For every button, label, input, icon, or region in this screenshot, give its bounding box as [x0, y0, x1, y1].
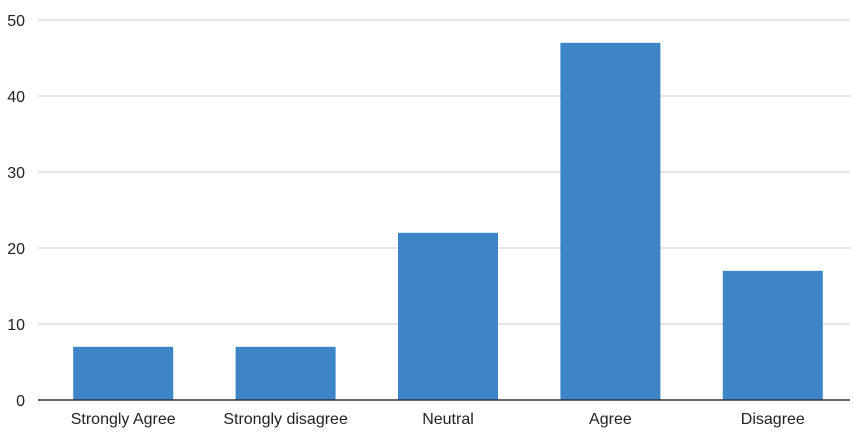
bar-strongly-disagree: [235, 346, 336, 400]
y-tick-label: 10: [7, 317, 25, 334]
bars: [73, 42, 823, 401]
x-tick-label: Agree: [589, 411, 632, 428]
bar-strongly-agree: [73, 346, 174, 400]
bar-neutral: [398, 232, 498, 400]
gridlines: [38, 19, 850, 325]
x-tick-label: Neutral: [422, 411, 474, 428]
y-tick-label: 40: [7, 89, 25, 106]
x-tick-label: Strongly disagree: [223, 411, 348, 428]
y-tick-label: 0: [16, 393, 25, 410]
y-tick-label: 30: [7, 165, 25, 182]
y-tick-label: 20: [7, 241, 25, 258]
x-tick-label: Strongly Agree: [71, 411, 176, 428]
bar-agree: [560, 42, 661, 401]
x-tick-labels: Strongly Agree Strongly disagree Neutral Ag…: [71, 411, 805, 428]
y-tick-labels: 0 10 20 30 40 50: [7, 13, 25, 410]
y-tick-label: 50: [7, 13, 25, 30]
bar-disagree: [722, 270, 823, 400]
x-tick-label: Disagree: [741, 411, 805, 428]
